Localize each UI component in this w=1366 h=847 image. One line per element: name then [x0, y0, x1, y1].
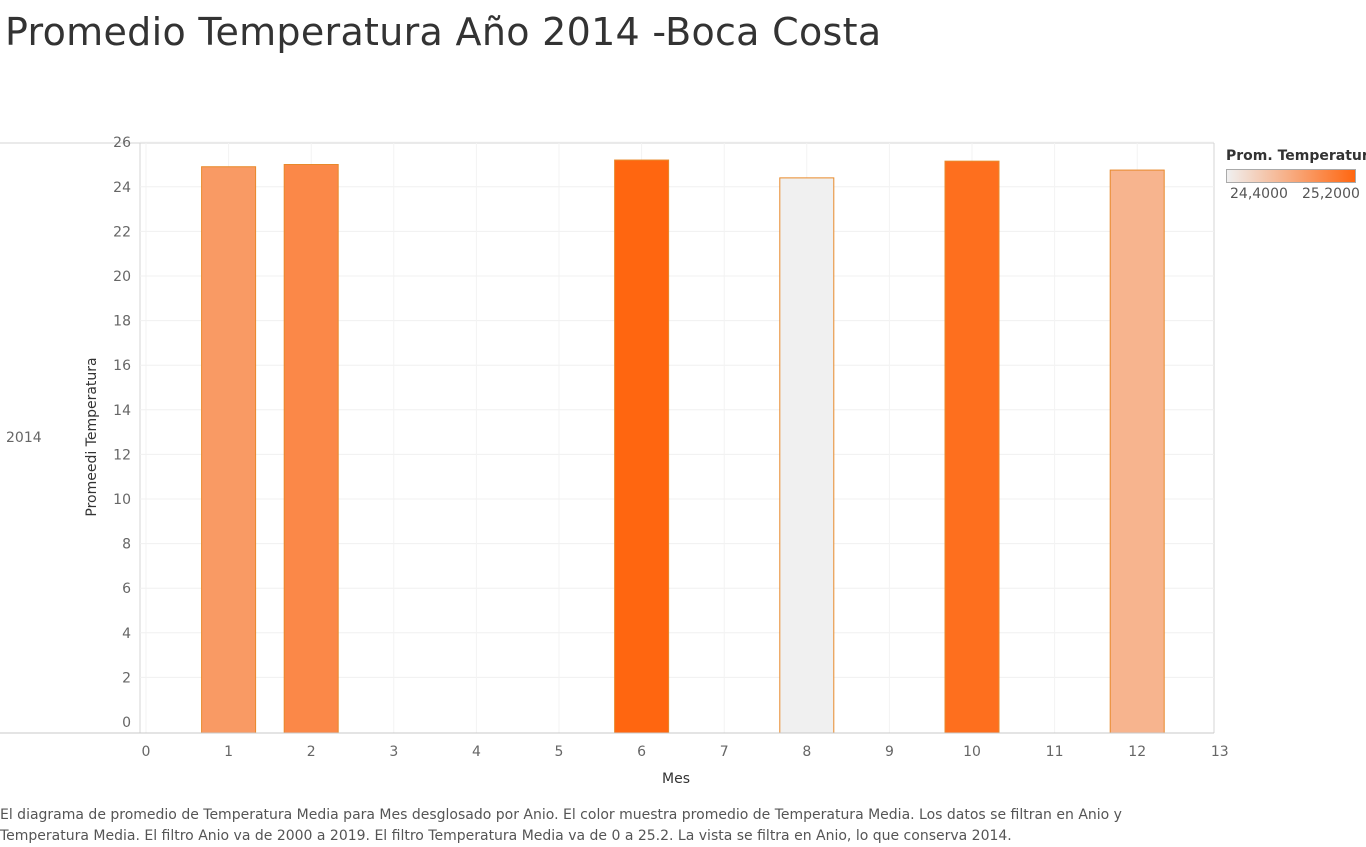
bar-mes-1: [201, 166, 257, 734]
x-tick-label: 11: [1046, 744, 1064, 760]
bar-mes-2: [283, 164, 339, 734]
y-tick-label: 2: [122, 670, 131, 686]
x-tick-label: 13: [1211, 744, 1229, 760]
y-tick-label: 14: [113, 403, 131, 419]
bar-mes-6: [614, 159, 670, 734]
y-tick-label: 0: [122, 715, 131, 731]
row-header-year: 2014: [6, 430, 42, 446]
x-tick-label: 2: [307, 744, 316, 760]
legend-color-ramp: [1226, 169, 1356, 183]
x-tick-label: 1: [224, 744, 233, 760]
y-tick-label: 10: [113, 492, 131, 508]
x-tick-label: 9: [885, 744, 894, 760]
legend-title: Prom. Temperatur..: [1226, 148, 1366, 164]
legend-max-label: 25,2000: [1302, 186, 1360, 202]
x-tick-label: 3: [389, 744, 398, 760]
y-tick-label: 24: [113, 180, 131, 196]
bar-mes-10: [944, 160, 1000, 734]
y-tick-label: 12: [113, 447, 131, 463]
color-legend: Prom. Temperatur.. 24,4000 25,2000: [1226, 148, 1366, 204]
y-tick-label: 6: [122, 581, 131, 597]
x-tick-label: 12: [1128, 744, 1146, 760]
y-tick-label: 22: [113, 224, 131, 240]
y-tick-label: 20: [113, 269, 131, 285]
x-axis-title: Mes: [662, 771, 690, 787]
y-tick-label: 16: [113, 358, 131, 374]
legend-min-label: 24,4000: [1230, 186, 1288, 202]
x-tick-label: 0: [142, 744, 151, 760]
chart-caption: El diagrama de promedio de Temperatura M…: [0, 807, 1122, 844]
x-tick-label: 5: [555, 744, 564, 760]
x-tick-label: 10: [963, 744, 981, 760]
x-tick-label: 8: [802, 744, 811, 760]
bar-mes-12: [1109, 169, 1165, 734]
y-tick-label: 18: [113, 314, 131, 330]
y-tick-label: 8: [122, 537, 131, 553]
x-tick-label: 6: [637, 744, 646, 760]
x-tick-label: 7: [720, 744, 729, 760]
x-tick-label: 4: [472, 744, 481, 760]
page-title: Promedio Temperatura Año 2014 -Boca Cost…: [5, 10, 882, 54]
y-tick-label: 4: [122, 626, 131, 642]
y-tick-label: 26: [113, 135, 131, 151]
bar-mes-8: [779, 177, 835, 734]
y-axis-title: Promeedi Temperatura: [84, 357, 100, 516]
